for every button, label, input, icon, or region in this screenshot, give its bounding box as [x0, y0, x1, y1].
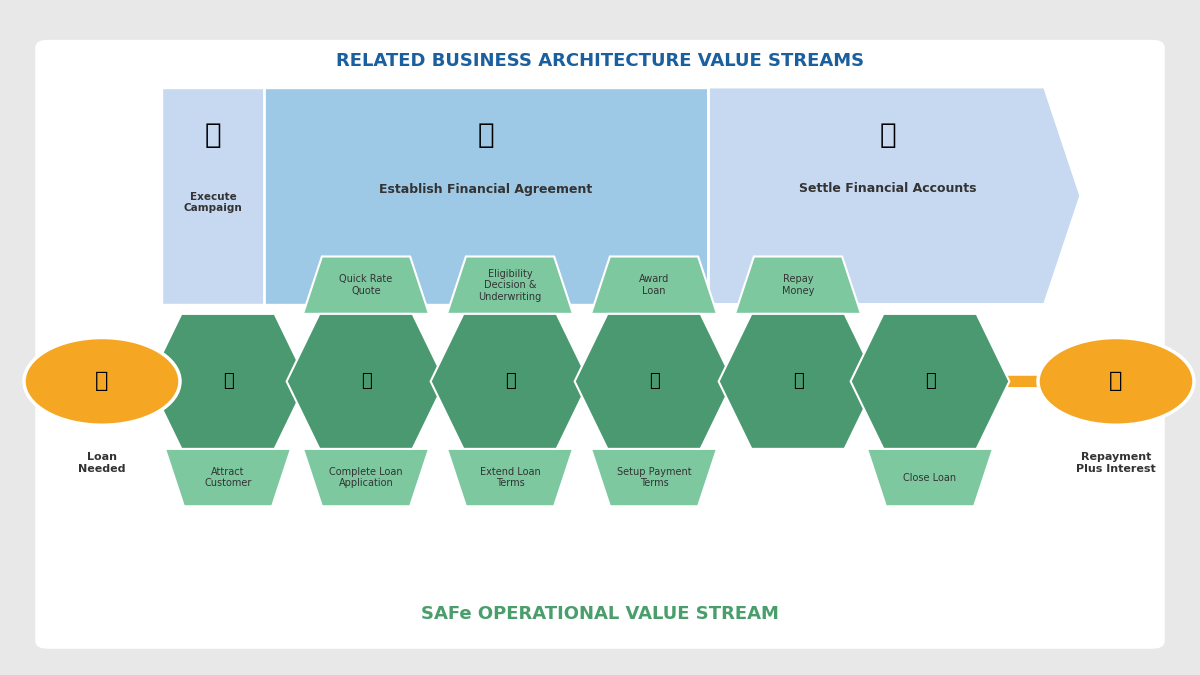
Polygon shape: [166, 449, 292, 506]
Text: Establish Financial Agreement: Establish Financial Agreement: [379, 182, 593, 196]
Text: Setup Payment
Terms: Setup Payment Terms: [617, 467, 691, 489]
Polygon shape: [287, 314, 445, 449]
Text: 💰: 💰: [880, 121, 896, 149]
Text: Attract
Customer: Attract Customer: [204, 467, 252, 489]
Text: Extend Loan
Terms: Extend Loan Terms: [480, 467, 540, 489]
FancyBboxPatch shape: [162, 88, 264, 304]
Text: 💰: 💰: [793, 373, 803, 390]
Polygon shape: [851, 314, 1009, 449]
Text: Eligibility
Decision &
Underwriting: Eligibility Decision & Underwriting: [479, 269, 541, 302]
Text: Execute
Campaign: Execute Campaign: [184, 192, 242, 213]
Text: Close Loan: Close Loan: [904, 472, 956, 483]
Polygon shape: [302, 256, 430, 314]
Polygon shape: [592, 256, 718, 314]
Polygon shape: [149, 314, 307, 449]
Text: Quick Rate
Quote: Quick Rate Quote: [340, 274, 392, 296]
Text: 💵: 💵: [223, 373, 233, 390]
Polygon shape: [592, 449, 718, 506]
Polygon shape: [734, 256, 862, 314]
Text: 🔍: 🔍: [649, 373, 659, 390]
Text: 📄: 📄: [925, 373, 935, 390]
Text: Loan
Needed: Loan Needed: [78, 452, 126, 474]
Polygon shape: [866, 449, 994, 506]
Text: Complete Loan
Application: Complete Loan Application: [329, 467, 403, 489]
Text: 💰: 💰: [1109, 371, 1123, 392]
Circle shape: [1038, 338, 1194, 425]
FancyBboxPatch shape: [36, 40, 1164, 648]
Text: Award
Loan: Award Loan: [638, 274, 670, 296]
Polygon shape: [446, 256, 574, 314]
Text: SAFe OPERATIONAL VALUE STREAM: SAFe OPERATIONAL VALUE STREAM: [421, 605, 779, 623]
Text: 💴: 💴: [361, 373, 371, 390]
Polygon shape: [719, 314, 877, 449]
FancyBboxPatch shape: [264, 88, 708, 304]
Text: 👤: 👤: [95, 371, 109, 392]
Polygon shape: [575, 314, 733, 449]
Text: Settle Financial Accounts: Settle Financial Accounts: [799, 182, 977, 196]
Polygon shape: [708, 88, 1080, 304]
Polygon shape: [446, 449, 574, 506]
Polygon shape: [302, 449, 430, 506]
Circle shape: [24, 338, 180, 425]
Text: RELATED BUSINESS ARCHITECTURE VALUE STREAMS: RELATED BUSINESS ARCHITECTURE VALUE STRE…: [336, 52, 864, 70]
Polygon shape: [431, 314, 589, 449]
Text: 🏦: 🏦: [478, 121, 494, 149]
Text: 📋: 📋: [505, 373, 515, 390]
Text: 📢: 📢: [205, 121, 221, 149]
Text: Repay
Money: Repay Money: [782, 274, 814, 296]
Text: Repayment
Plus Interest: Repayment Plus Interest: [1076, 452, 1156, 474]
